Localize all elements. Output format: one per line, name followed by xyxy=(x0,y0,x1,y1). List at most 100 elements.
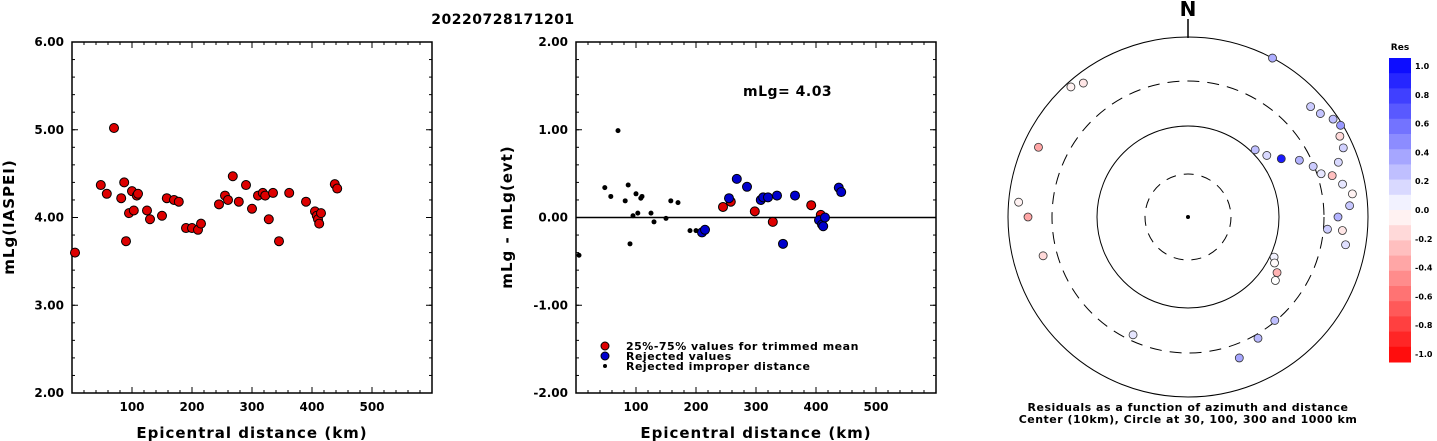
polar-point xyxy=(1276,154,1286,164)
data-point xyxy=(818,221,829,232)
colorbar-tick-label: 0.4 xyxy=(1415,148,1430,157)
colorbar-swatch xyxy=(1389,118,1411,135)
data-point xyxy=(693,228,699,234)
polar-point xyxy=(1078,78,1088,88)
data-point xyxy=(749,206,760,217)
legend-marker-trimmed xyxy=(600,341,610,351)
left-x-ticks: 100 200 300 400 500 xyxy=(83,42,421,414)
data-point xyxy=(675,200,681,206)
data-point xyxy=(157,210,167,221)
y-tick-label: -1.00 xyxy=(533,298,568,312)
data-point xyxy=(778,238,788,249)
polar-point xyxy=(1272,268,1282,278)
polar-point xyxy=(1294,155,1304,165)
colorbar-title: Res xyxy=(1391,43,1409,53)
polar-point xyxy=(1306,102,1316,111)
data-point xyxy=(116,193,127,204)
middle-x-ticks: 100 200 300 400 500 xyxy=(587,42,925,414)
polar-point xyxy=(1270,258,1279,268)
left-y-axis-label: mLg(IASPEI) xyxy=(0,159,18,274)
x-tick-label: 500 xyxy=(359,400,384,414)
data-point xyxy=(625,182,631,188)
y-tick-label: -2.00 xyxy=(533,386,568,400)
polar-point xyxy=(1023,212,1033,222)
circle-1000km xyxy=(1007,36,1369,398)
data-point xyxy=(284,187,295,198)
data-point xyxy=(121,236,131,247)
colorbar-tick-label: 0.8 xyxy=(1415,91,1430,100)
data-point xyxy=(648,210,654,216)
polar-point xyxy=(1327,171,1337,181)
x-tick-label: 300 xyxy=(743,400,768,414)
polar-point xyxy=(1335,131,1345,141)
data-point xyxy=(767,216,778,227)
polar-point xyxy=(1262,151,1272,160)
colorbar-ticks: 1.0 0.8 0.6 0.4 0.2 0.0 -0.2 -0.4 -0.6 -0.8 -1.0 xyxy=(1415,62,1433,359)
polar-caption-line1: Residuals as a function of azimuth and d… xyxy=(1028,401,1349,414)
colorbar-swatch xyxy=(1389,88,1411,105)
data-point xyxy=(806,200,817,211)
polar-point xyxy=(1308,162,1318,171)
data-point xyxy=(615,128,621,134)
colorbar: Res 1.0 0.8 0.6 0.4 0.2 0.0 -0.2 -0.4 -0.6 -0.8 -1… xyxy=(1389,43,1433,363)
data-point xyxy=(247,203,257,214)
polar-point xyxy=(1316,169,1326,179)
polar-point xyxy=(1128,330,1138,340)
circle-100km xyxy=(1096,125,1280,309)
x-tick-label: 100 xyxy=(119,400,144,414)
data-point xyxy=(627,241,633,247)
left-plot-frame xyxy=(71,41,433,394)
data-point xyxy=(95,180,106,191)
polar-points xyxy=(1014,53,1357,363)
polar-point xyxy=(1323,224,1332,234)
legend-label-rejected: Rejected values xyxy=(626,350,732,363)
y-tick-label: 4.00 xyxy=(34,211,64,225)
data-point xyxy=(142,205,152,216)
colorbar-swatch xyxy=(1389,179,1411,196)
legend-marker-improper xyxy=(603,364,607,368)
polar-chart: N Residuals as a function of azimuth and… xyxy=(1007,0,1369,426)
colorbar-swatch xyxy=(1389,134,1411,150)
polar-point xyxy=(1034,142,1043,152)
middle-y-ticks: -2.00 -1.00 0.00 1.00 2.00 xyxy=(533,35,936,400)
colorbar-swatch xyxy=(1389,331,1411,348)
colorbar-tick-label: -0.4 xyxy=(1415,264,1433,273)
figure-title: 20220728171201 xyxy=(431,12,574,28)
polar-point xyxy=(1038,251,1048,261)
data-point xyxy=(836,187,847,198)
colorbar-swatch xyxy=(1389,225,1411,241)
middle-x-axis-label: Epicentral distance (km) xyxy=(640,424,871,441)
y-tick-label: 5.00 xyxy=(34,123,64,137)
y-tick-label: 1.00 xyxy=(538,123,568,137)
polar-point xyxy=(1345,201,1355,211)
data-point xyxy=(133,188,143,199)
data-point xyxy=(742,181,752,192)
data-point xyxy=(633,191,639,197)
polar-point xyxy=(1338,143,1348,153)
data-point xyxy=(608,193,614,199)
polar-point xyxy=(1234,353,1244,363)
data-point xyxy=(576,252,582,258)
data-point xyxy=(316,208,326,219)
data-point xyxy=(196,218,206,229)
data-point xyxy=(663,215,669,221)
data-point xyxy=(101,188,112,199)
left-y-ticks: 2.00 3.00 4.00 5.00 6.00 xyxy=(34,35,432,400)
colorbar-swatch xyxy=(1389,194,1411,211)
x-tick-label: 200 xyxy=(179,400,204,414)
polar-point xyxy=(1336,120,1345,130)
polar-point xyxy=(1250,145,1260,155)
data-point xyxy=(635,210,641,216)
polar-point xyxy=(1333,157,1343,167)
data-point xyxy=(668,198,674,204)
data-point xyxy=(724,193,734,204)
data-point xyxy=(263,214,274,225)
polar-point xyxy=(1333,212,1343,222)
legend-marker-rejected xyxy=(600,351,610,361)
colorbar-swatch xyxy=(1389,270,1411,287)
data-point xyxy=(173,196,184,207)
data-point xyxy=(233,196,244,207)
mlg-annotation: mLg= 4.03 xyxy=(743,84,832,100)
polar-caption-line2: Center (10km), Circle at 30, 100, 300 an… xyxy=(1019,413,1358,426)
polar-point xyxy=(1268,53,1277,63)
